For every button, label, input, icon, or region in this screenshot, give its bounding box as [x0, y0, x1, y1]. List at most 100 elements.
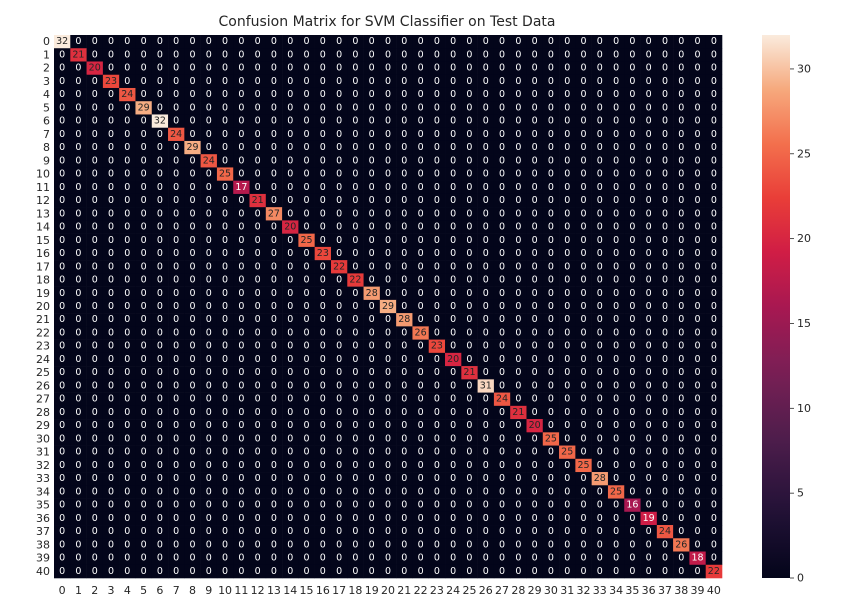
x-tick-label: 40	[707, 584, 721, 597]
heatmap-cell	[282, 167, 299, 181]
cell-annotation: 0	[124, 36, 130, 47]
cell-annotation: 0	[662, 486, 668, 497]
heatmap-cell	[298, 167, 315, 181]
cell-annotation: 0	[206, 380, 212, 391]
y-tick-label: 18	[36, 274, 50, 287]
cell-annotation: 0	[434, 36, 440, 47]
cell-annotation: 0	[124, 341, 130, 352]
cell-annotation: 0	[646, 169, 652, 180]
x-tick-label: 31	[560, 584, 574, 597]
heatmap-cell	[200, 74, 218, 89]
x-tick-label: 1	[75, 584, 82, 597]
cell-annotation: 0	[548, 526, 554, 537]
cell-annotation: 0	[189, 513, 195, 524]
cell-annotation: 0	[515, 195, 521, 206]
cell-annotation: 0	[59, 235, 65, 246]
cell-annotation: 0	[548, 49, 554, 60]
cell-annotation: 0	[580, 553, 586, 564]
cell-annotation: 0	[206, 76, 212, 87]
cell-annotation: 0	[662, 248, 668, 259]
cell-annotation: 0	[711, 275, 717, 286]
cell-annotation: 0	[124, 380, 130, 391]
cell-annotation: 0	[483, 314, 489, 325]
cell-annotation: 0	[189, 447, 195, 458]
cell-annotation: 0	[450, 566, 456, 577]
cell-annotation: 0	[271, 433, 277, 444]
cell-annotation: 0	[711, 182, 717, 193]
cell-annotation: 0	[434, 208, 440, 219]
heatmap-cell	[673, 74, 690, 89]
cell-annotation: 0	[238, 235, 244, 246]
cell-annotation: 0	[678, 116, 684, 127]
cell-annotation: 0	[646, 500, 652, 511]
heatmap-cell	[119, 35, 136, 49]
cell-annotation: 0	[483, 354, 489, 365]
cell-annotation: 0	[613, 195, 619, 206]
heatmap-cell	[445, 61, 462, 76]
cell-annotation: 0	[59, 447, 65, 458]
heatmap-cell	[151, 35, 169, 49]
cell-annotation: 0	[336, 420, 342, 431]
heatmap-cell	[445, 101, 462, 115]
cell-annotation: 0	[532, 394, 538, 405]
heatmap-cell	[428, 127, 446, 142]
heatmap-cell	[54, 61, 71, 76]
cell-annotation: 0	[629, 222, 635, 233]
y-tick-label: 24	[36, 353, 50, 366]
cell-annotation: 0	[401, 248, 407, 259]
cell-annotation: 0	[711, 433, 717, 444]
x-tick-label: 33	[593, 584, 607, 597]
cell-annotation: 0	[304, 116, 310, 127]
cell-annotation: 0	[662, 63, 668, 74]
cell-annotation: 0	[287, 553, 293, 564]
heatmap-cell	[526, 61, 544, 76]
cell-annotation: 20	[284, 222, 296, 233]
cell-annotation: 0	[483, 116, 489, 127]
cell-annotation: 0	[418, 63, 424, 74]
cell-annotation: 0	[75, 513, 81, 524]
cell-annotation: 0	[532, 248, 538, 259]
cell-annotation: 0	[695, 208, 701, 219]
cell-annotation: 0	[157, 566, 163, 577]
cell-annotation: 0	[124, 102, 130, 113]
cell-annotation: 0	[189, 460, 195, 471]
cell-annotation: 0	[271, 526, 277, 537]
cell-annotation: 0	[580, 63, 586, 74]
cell-annotation: 0	[613, 116, 619, 127]
cell-annotation: 0	[678, 102, 684, 113]
cell-annotation: 0	[564, 539, 570, 550]
cell-annotation: 0	[532, 275, 538, 286]
cell-annotation: 0	[141, 142, 147, 153]
cell-annotation: 0	[418, 341, 424, 352]
heatmap-cell	[347, 127, 364, 142]
heatmap-cell	[54, 154, 71, 168]
cell-annotation: 0	[580, 473, 586, 484]
heatmap-cell	[673, 114, 690, 128]
cell-annotation: 24	[170, 129, 182, 140]
heatmap-cell	[689, 87, 706, 102]
cell-annotation: 0	[92, 116, 98, 127]
cell-annotation: 21	[72, 49, 84, 60]
heatmap-cell	[705, 154, 723, 168]
cell-annotation: 0	[646, 222, 652, 233]
cell-annotation: 0	[320, 301, 326, 312]
cell-annotation: 0	[515, 500, 521, 511]
cell-annotation: 0	[695, 63, 701, 74]
cell-annotation: 0	[483, 129, 489, 140]
cell-annotation: 0	[206, 447, 212, 458]
cell-annotation: 0	[613, 155, 619, 166]
cell-annotation: 0	[678, 261, 684, 272]
heatmap-cell	[591, 101, 609, 115]
cell-annotation: 0	[222, 248, 228, 259]
cell-annotation: 0	[189, 49, 195, 60]
cell-annotation: 0	[108, 36, 114, 47]
cell-annotation: 0	[548, 354, 554, 365]
heatmap-cell	[54, 167, 71, 181]
cell-annotation: 0	[466, 49, 472, 60]
x-tick-label: 14	[283, 584, 297, 597]
y-tick-label: 4	[43, 88, 50, 101]
cell-annotation: 0	[646, 301, 652, 312]
cell-annotation: 0	[548, 500, 554, 511]
cell-annotation: 0	[515, 394, 521, 405]
cell-annotation: 0	[434, 275, 440, 286]
